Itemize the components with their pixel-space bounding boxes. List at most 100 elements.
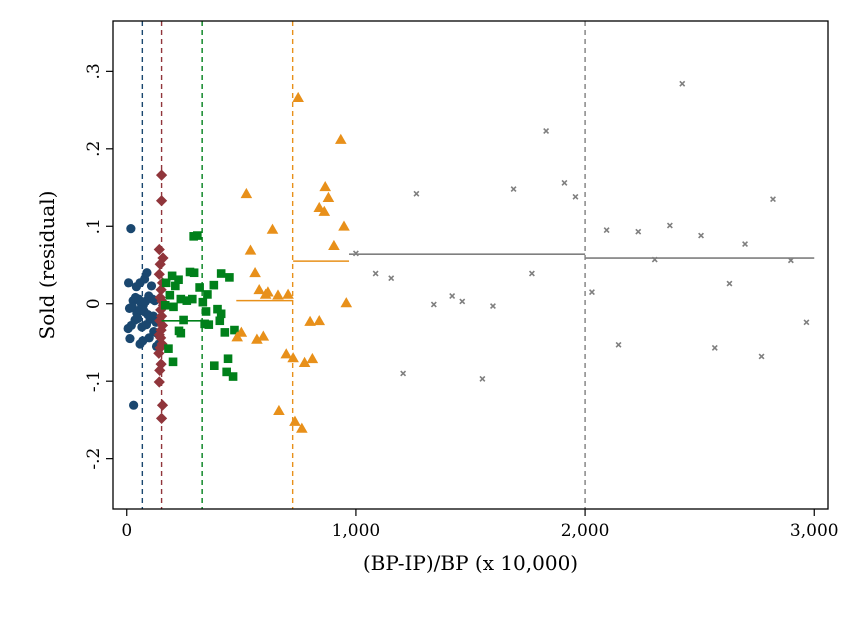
x-tick-label: 1,000 <box>332 521 381 541</box>
series-x <box>352 80 810 382</box>
diamond-point <box>157 252 169 264</box>
triangle-point <box>287 352 299 363</box>
diamond-point <box>156 399 169 411</box>
x-point <box>726 280 733 287</box>
triangle-point <box>340 297 353 308</box>
circle-point <box>129 400 139 410</box>
triangle-point <box>292 91 304 103</box>
triangle-point <box>298 356 311 367</box>
square-point <box>230 325 239 335</box>
x-point <box>666 222 673 229</box>
triangle-point <box>251 333 263 344</box>
square-point <box>216 309 226 319</box>
square-point <box>161 278 171 288</box>
circle-point <box>125 333 135 344</box>
x-point <box>561 179 568 186</box>
x-tick-label: 3,000 <box>790 521 839 541</box>
square-point <box>209 280 219 290</box>
y-tick-label: .2 <box>84 141 104 157</box>
x-point <box>679 80 686 87</box>
triangle-point <box>280 348 293 359</box>
triangle-point <box>313 201 326 213</box>
diamond-point <box>155 169 168 181</box>
diamond-point <box>155 195 168 207</box>
square-point <box>187 294 197 304</box>
diamond-point <box>155 310 168 322</box>
circle-point <box>144 333 154 343</box>
plot-area <box>123 21 815 509</box>
x-point <box>603 227 610 234</box>
triangle-point <box>231 331 244 342</box>
triangle-point <box>322 191 335 202</box>
y-tick-label: 0 <box>84 298 104 309</box>
diamond-point <box>156 319 169 332</box>
diamond-point <box>153 268 165 280</box>
triangle-point <box>273 404 285 415</box>
triangle-point <box>249 266 261 278</box>
triangle-point <box>289 415 301 426</box>
square-point <box>203 290 212 299</box>
circle-point <box>133 313 143 324</box>
square-point <box>222 367 231 377</box>
triangle-point <box>338 220 350 231</box>
triangle-point <box>262 286 274 297</box>
plot-frame <box>112 20 829 510</box>
triangle-point <box>328 239 340 250</box>
square-point <box>193 231 202 240</box>
y-axis: -.2 -.1 0 .1 .2 .3 <box>84 63 113 470</box>
triangle-point <box>318 205 331 216</box>
series-circle <box>123 223 164 410</box>
square-point <box>168 357 178 367</box>
square-point <box>225 273 234 282</box>
square-point <box>220 328 230 337</box>
x-axis: 0 1,000 2,000 3,000 <box>121 509 839 541</box>
x-point <box>528 270 535 277</box>
x-point <box>459 298 466 305</box>
x-point <box>372 270 379 277</box>
x-point <box>742 241 749 248</box>
x-point <box>400 370 407 377</box>
x-point <box>758 353 765 360</box>
square-point <box>176 294 186 304</box>
circle-point <box>123 278 134 288</box>
triangle-point <box>244 244 257 255</box>
triangle-point <box>306 352 319 364</box>
square-point <box>215 316 225 326</box>
diamond-point <box>154 258 166 270</box>
x-point <box>635 228 642 235</box>
square-point <box>160 300 170 310</box>
x-point <box>543 128 550 134</box>
diamond-point <box>155 412 168 424</box>
square-point <box>171 281 180 291</box>
square-point <box>209 361 219 370</box>
y-tick-label: .1 <box>84 218 104 234</box>
x-point <box>430 301 437 308</box>
circle-point <box>146 281 157 291</box>
y-tick-label: -.1 <box>84 370 104 392</box>
triangle-point <box>282 288 294 299</box>
x-axis-title: (BP-IP)/BP (x 10,000) <box>363 551 578 575</box>
triangle-point <box>334 133 347 144</box>
triangle-point <box>296 422 308 433</box>
x-point <box>449 293 456 299</box>
x-point <box>479 375 486 382</box>
y-tick-label: -.2 <box>84 448 104 470</box>
x-point <box>572 193 579 200</box>
square-point <box>176 328 186 338</box>
square-point <box>167 271 177 281</box>
series-square <box>160 231 239 381</box>
square-point <box>195 283 204 292</box>
square-point <box>189 268 199 278</box>
y-tick-label: .3 <box>84 63 104 79</box>
series-triangle <box>231 91 353 433</box>
x-point <box>413 190 420 197</box>
triangle-point <box>319 180 332 192</box>
diamond-point <box>153 376 165 388</box>
diamond-point <box>155 358 167 370</box>
square-point <box>216 269 226 278</box>
diamond-point <box>154 364 166 376</box>
square-point <box>228 372 238 381</box>
x-point <box>615 341 622 348</box>
x-point <box>588 289 595 296</box>
